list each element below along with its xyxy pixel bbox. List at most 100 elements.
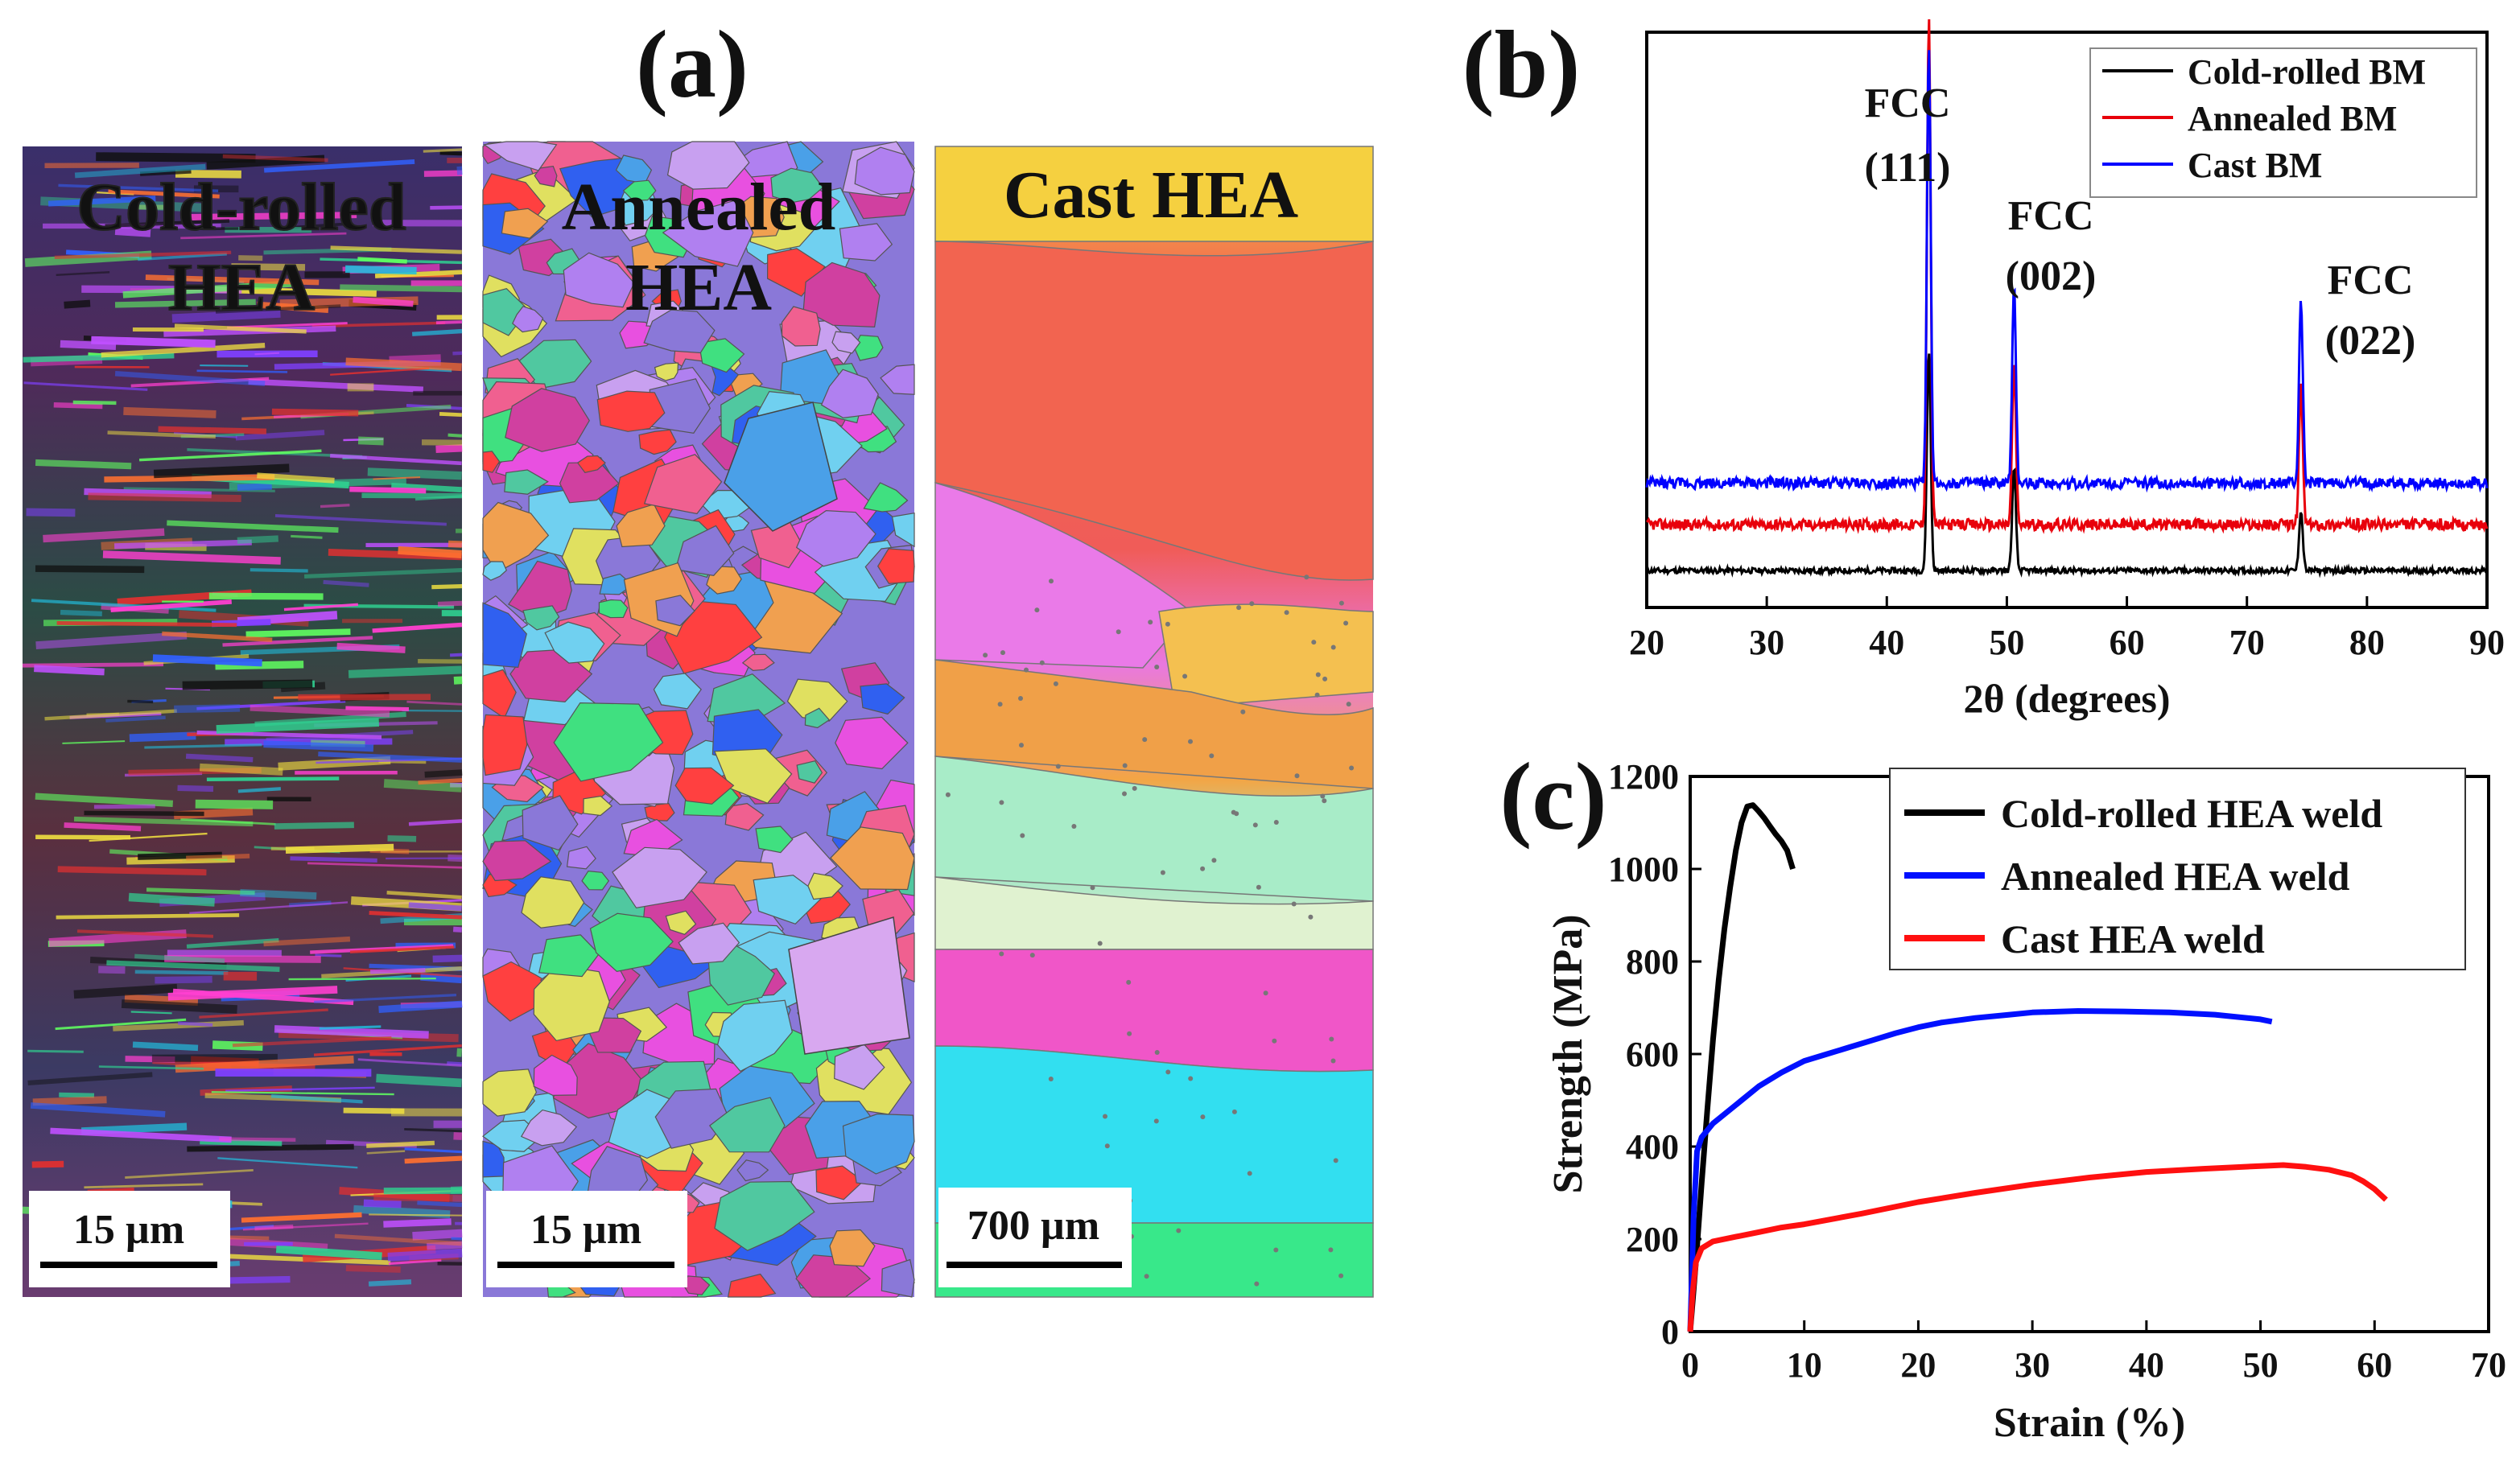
annealed-grain — [534, 166, 558, 187]
cold-rolled-grain-streak — [435, 444, 463, 454]
cast-grain-particle — [1144, 1274, 1149, 1279]
cold-rolled-grain-streak — [114, 539, 252, 550]
cold-rolled-grain-streak — [196, 730, 382, 739]
cold-rolled-grain-streak — [342, 619, 403, 624]
cold-rolled-grain-streak — [368, 1279, 412, 1287]
cold-rolled-grain-streak — [408, 819, 463, 826]
cold-rolled-grain-streak — [388, 1258, 442, 1266]
cold-rolled-grain-streak — [263, 740, 374, 752]
cold-rolled-grain-streak — [450, 783, 462, 788]
annealed-grain — [714, 1180, 815, 1251]
annealed-grain — [854, 146, 915, 196]
cold-rolled-grain-streak — [227, 322, 348, 329]
cast-grain-particle — [1349, 765, 1355, 771]
cold-rolled-grain-streak — [26, 508, 76, 517]
cast-grain-particle — [1103, 1114, 1107, 1119]
annealed-grain — [781, 306, 821, 347]
cold-rolled-grain-streak — [303, 567, 463, 579]
cold-rolled-grain-streak — [192, 227, 239, 230]
cold-rolled-grain-streak — [122, 280, 296, 299]
cold-rolled-grain-streak — [367, 467, 462, 480]
cold-rolled-grain-streak — [225, 226, 312, 233]
cast-grain — [934, 876, 1374, 950]
annealed-grain — [881, 1258, 915, 1298]
cold-rolled-grain-streak — [373, 476, 421, 480]
cold-rolled-grain-streak — [72, 400, 117, 406]
tensile-x-axis-label: Strain (%) — [1994, 1400, 2185, 1446]
cast-grain-particle — [1330, 644, 1336, 650]
cold-rolled-grain-streak — [89, 832, 208, 842]
cold-rolled-grain-streak — [58, 183, 219, 193]
cold-rolled-grain-streak — [50, 1127, 232, 1143]
cold-rolled-grain-streak — [441, 610, 462, 616]
cold-rolled-grain-streak — [101, 343, 266, 358]
cold-rolled-grain-streak — [151, 1053, 278, 1063]
annealed-grain — [880, 364, 915, 395]
cast-grain — [934, 659, 1374, 789]
tensile-x-tick-label: 30 — [2015, 1345, 2050, 1385]
cold-rolled-grain-streak — [430, 205, 463, 210]
cold-rolled-grain-streak — [108, 189, 220, 199]
cold-rolled-grain-streak — [436, 315, 463, 320]
cold-rolled-grain-streak — [152, 654, 262, 667]
cold-rolled-grain-streak — [427, 1241, 463, 1250]
cast-grain-particle — [1314, 692, 1320, 698]
tensile-chart: (c) 0 10 20 30 40 50 60 70 0 200 400 600 800 1000 1200 S… — [1499, 743, 2506, 1446]
cold-rolled-grain-streak — [319, 1025, 382, 1030]
cold-rolled-grain-streak — [307, 862, 462, 869]
xrd-peak-label: FCC — [2328, 257, 2414, 303]
annealed-grain — [796, 760, 823, 784]
cold-rolled-grain-streak — [177, 784, 214, 793]
cold-rolled-grain-streak — [167, 520, 339, 533]
tensile-y-axis-label: Strength (MPa) — [1545, 914, 1591, 1193]
annealed-grain — [581, 870, 610, 891]
cold-rolled-grain-streak — [257, 472, 335, 484]
cold-rolled-grain-streak — [189, 901, 349, 915]
cold-rolled-grain-streak — [450, 1186, 463, 1194]
cold-rolled-grain-streak — [310, 944, 454, 954]
cast-grain-particle — [1142, 737, 1148, 743]
annealed-grain — [829, 1229, 876, 1267]
annealed-grain — [770, 167, 824, 204]
cold-rolled-grain-streak — [215, 304, 341, 314]
tensile-y-tick-label: 400 — [1626, 1127, 1679, 1167]
cast-grain-particle — [1311, 640, 1317, 645]
cast-grain-particle — [1346, 702, 1351, 707]
cold-rolled-grain-streak — [59, 1092, 95, 1098]
tensile-series-line — [1687, 802, 1796, 1332]
panel-b-label: (b) — [1462, 10, 1581, 117]
cold-rolled-grain-streak — [62, 740, 126, 744]
cold-rolled-grain-streak — [404, 1127, 462, 1133]
cold-rolled-grain-streak — [245, 628, 351, 638]
cold-rolled-grain-streak — [127, 699, 154, 704]
cold-rolled-grain-streak — [215, 1069, 372, 1077]
cold-rolled-grain-streak — [383, 779, 462, 793]
cold-rolled-grain-streak — [105, 715, 166, 723]
cold-rolled-grain-streak — [304, 271, 350, 278]
cast-grain-particle — [1020, 833, 1025, 838]
tensile-y-tick-label: 800 — [1626, 942, 1679, 982]
cold-rolled-grain-streak — [447, 540, 462, 548]
cold-rolled-grain-streak — [369, 1052, 402, 1056]
cast-grain-particle — [1024, 667, 1029, 673]
cast-grain-particle — [1240, 709, 1246, 714]
cold-rolled-grain-streak — [206, 154, 325, 170]
annealed-grain — [482, 669, 517, 719]
cast-grain-particle — [1126, 979, 1132, 985]
xrd-series-line — [1645, 50, 2489, 493]
cold-rolled-grain-streak — [35, 565, 145, 574]
cast-grain-particle — [1320, 793, 1326, 799]
cold-rolled-grain-streak — [244, 1241, 293, 1246]
annealed-grain — [482, 961, 563, 1022]
cold-rolled-grain-streak — [366, 1140, 435, 1148]
cast-grain-particle — [1338, 1273, 1344, 1279]
cold-rolled-grain-streak — [144, 743, 262, 749]
cold-rolled-grain-streak — [417, 1200, 462, 1208]
cold-rolled-grain-streak — [411, 328, 463, 336]
annealed-grain — [860, 683, 905, 715]
cast-grain-particle — [1322, 798, 1327, 804]
cold-rolled-grain-streak — [433, 1120, 463, 1128]
cast-grain — [934, 756, 1374, 902]
annealed-grain — [891, 512, 915, 548]
